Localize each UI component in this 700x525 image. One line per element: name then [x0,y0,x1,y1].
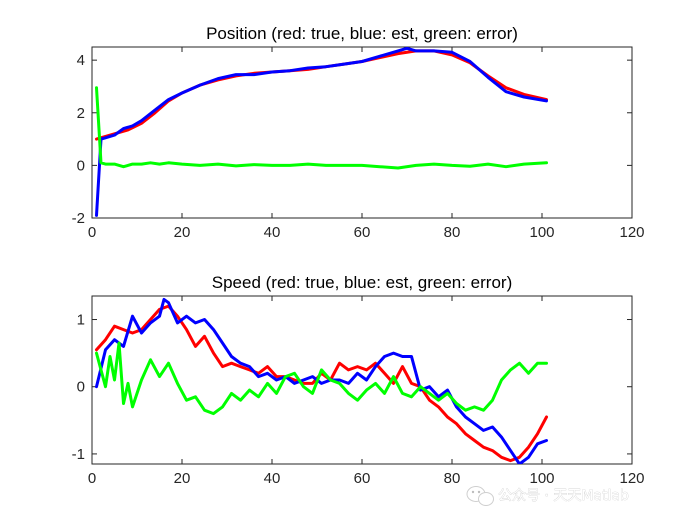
wechat-icon [466,486,494,506]
x-tick-label: 120 [619,470,644,487]
y-tick-label: 0 [77,379,85,396]
watermark-text: 公众号 · 天天Matlab [498,488,629,504]
x-tick-label: 100 [529,470,554,487]
x-tick-label: 80 [444,224,461,241]
y-tick-label: 4 [77,52,85,69]
x-tick-label: 20 [174,224,191,241]
position-chart: Position (red: true, blue: est, green: e… [72,24,645,241]
x-tick-label: 20 [174,470,191,487]
y-tick-label: 0 [77,157,85,174]
y-tick-label: -2 [72,210,85,227]
position-series-line-1 [95,47,548,217]
speed-series-line-2 [95,341,548,416]
position-series-line-2 [95,86,548,170]
y-tick-label: 2 [77,105,85,122]
y-tick-label: -1 [72,446,85,463]
x-tick-label: 0 [88,224,96,241]
position-chart-title: Position (red: true, blue: est, green: e… [206,24,518,43]
speed-axes-frame [91,295,633,465]
watermark: 公众号 · 天天Matlab [466,486,629,506]
x-tick-label: 80 [444,470,461,487]
x-tick-label: 100 [529,224,554,241]
x-tick-label: 60 [354,224,371,241]
x-tick-label: 60 [354,470,371,487]
x-tick-label: 40 [264,224,281,241]
y-tick-label: 1 [77,312,85,329]
x-tick-label: 0 [88,470,96,487]
position-axes-frame [91,46,633,219]
x-tick-label: 120 [619,224,644,241]
speed-chart-title: Speed (red: true, blue: est, green: erro… [212,273,513,292]
x-tick-label: 40 [264,470,281,487]
speed-chart: Speed (red: true, blue: est, green: erro… [72,273,645,487]
